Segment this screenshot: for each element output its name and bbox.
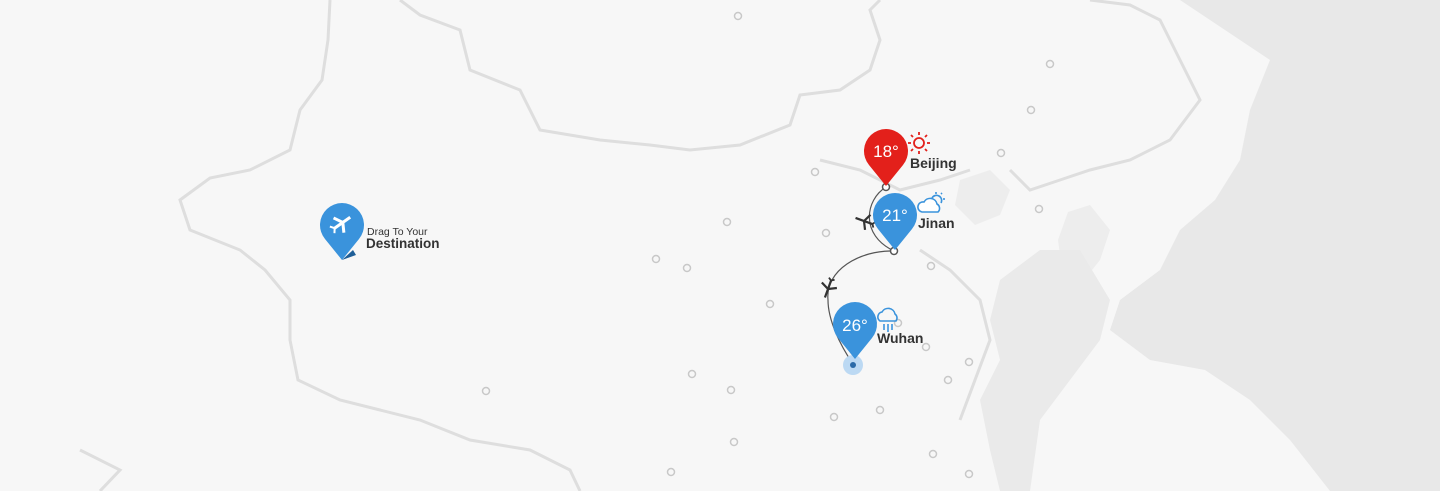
jinan-pin[interactable]: 21°	[873, 193, 917, 250]
rain-icon	[877, 307, 898, 332]
drag-hint-line1: Drag To Your	[367, 226, 428, 238]
beijing-pin[interactable]: 18°	[864, 129, 908, 186]
city-dots	[481, 11, 1055, 479]
airplane-icon	[329, 216, 352, 234]
flight-route	[827, 186, 895, 365]
wuhan-temperature: 26°	[842, 316, 868, 335]
route-node-wuhan	[850, 362, 856, 368]
sun-icon	[908, 132, 930, 154]
beijing-temperature: 18°	[873, 142, 899, 161]
border-lines	[79, 0, 1202, 491]
city-label-jinan: Jinan	[918, 215, 955, 231]
wuhan-pin[interactable]: 26°	[833, 302, 878, 359]
drag-marker-pin[interactable]	[320, 203, 365, 260]
neighbor-land	[955, 0, 1440, 491]
city-label-beijing: Beijing	[910, 155, 957, 171]
drag-hint-line2: Destination	[366, 236, 440, 251]
partly-cloudy-icon	[917, 192, 945, 213]
airplane-icon	[821, 277, 838, 298]
city-label-wuhan: Wuhan	[877, 330, 924, 346]
jinan-temperature: 21°	[882, 206, 908, 225]
